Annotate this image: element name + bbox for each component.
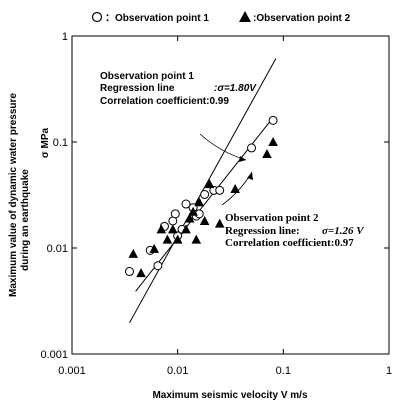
legend-label-series-2: :Observation point 2 — [253, 13, 351, 24]
annotation-1-leader-arrow — [199, 133, 247, 161]
series-1-point-16 — [268, 115, 278, 125]
annotation-1-arrowhead — [239, 156, 246, 162]
series-1-point-15 — [247, 143, 257, 153]
annotation-2-line-prefix: Regression line: — [225, 225, 300, 237]
series-2-point-14 — [214, 218, 225, 228]
series-2-point-5 — [168, 224, 178, 234]
series-2-point-1 — [136, 268, 146, 278]
y-tick-label-0: 0.001 — [40, 349, 68, 361]
series-2-point-6 — [172, 234, 183, 244]
series-1-points — [124, 115, 278, 277]
series-1-point-12 — [200, 189, 210, 199]
series-1-point-5 — [170, 209, 180, 219]
legend-label-series-1: ：Observation point 1 — [105, 13, 209, 24]
series-2-point-16 — [262, 149, 272, 159]
y-tick-label-1: 0.01 — [47, 243, 68, 255]
y-tick-label-2: 0.1 — [53, 137, 68, 149]
y-tick-labels: 0.001 0.01 0.1 1 — [40, 31, 68, 361]
y-axis-title-line-2: during an earthquake — [20, 169, 31, 271]
annotation-2-arrowhead — [247, 172, 253, 180]
y-axis-title: Maximum value of dynamic water pressure … — [8, 93, 51, 297]
legend-triangle-marker — [239, 11, 251, 22]
series-2-point-8 — [184, 213, 195, 223]
annotation-2-line-value: σ=1.26 V — [322, 225, 365, 237]
y-axis-title-line-1: Maximum value of dynamic water pressure — [8, 93, 19, 297]
annotation-1-corr: Correlation coefficient:0.99 — [100, 96, 229, 107]
series-2-points — [128, 137, 278, 278]
annotation-1-line-prefix: Regression line — [100, 83, 175, 94]
series-1-point-0 — [124, 267, 134, 277]
annotation-1-title: Observation point 1 — [100, 71, 194, 82]
series-2-point-3 — [156, 224, 167, 234]
series-2-point-7 — [181, 224, 191, 234]
series-2-point-10 — [191, 234, 202, 244]
x-tick-label-2: 0.1 — [276, 365, 291, 377]
annotation-series-1: Observation point 1 Regression line :σ=1… — [100, 71, 257, 162]
series-2-point-0 — [128, 248, 139, 258]
y-tick-label-3: 1 — [62, 31, 68, 43]
series-2-point-17 — [268, 137, 278, 146]
series-1-point-8 — [181, 199, 191, 209]
x-tick-label-0: 0.001 — [58, 365, 86, 377]
annotation-1-line-value: :σ=1.80V — [214, 83, 257, 94]
series-2-point-2 — [149, 243, 160, 253]
series-2-point-13 — [204, 179, 215, 189]
axis-ticks — [72, 36, 389, 354]
series-1-point-2 — [153, 261, 163, 271]
series-2-point-4 — [162, 234, 173, 244]
x-axis-title: Maximum seismic velocity V m/s — [152, 390, 308, 401]
annotation-series-2: Observation point 2 Regression line: σ=1… — [221, 171, 365, 249]
x-tick-labels: 0.001 0.01 0.1 1 — [58, 365, 392, 377]
series-2-point-9 — [188, 206, 198, 216]
series-2-point-15 — [230, 184, 240, 194]
x-tick-label-3: 1 — [386, 365, 392, 377]
legend-circle-marker — [91, 11, 103, 23]
annotation-2-corr: Correlation coefficient:0.97 — [225, 237, 354, 249]
legend: ：Observation point 1 :Observation point … — [91, 11, 351, 24]
series-2-point-11 — [194, 197, 205, 207]
annotation-2-title: Observation point 2 — [225, 212, 319, 224]
series-1-point-14 — [215, 185, 225, 195]
x-tick-label-1: 0.01 — [167, 365, 188, 377]
plot-area-frame — [71, 35, 390, 355]
y-axis-title-unit: σ MPa — [40, 127, 51, 158]
series-2-point-12 — [199, 215, 210, 225]
